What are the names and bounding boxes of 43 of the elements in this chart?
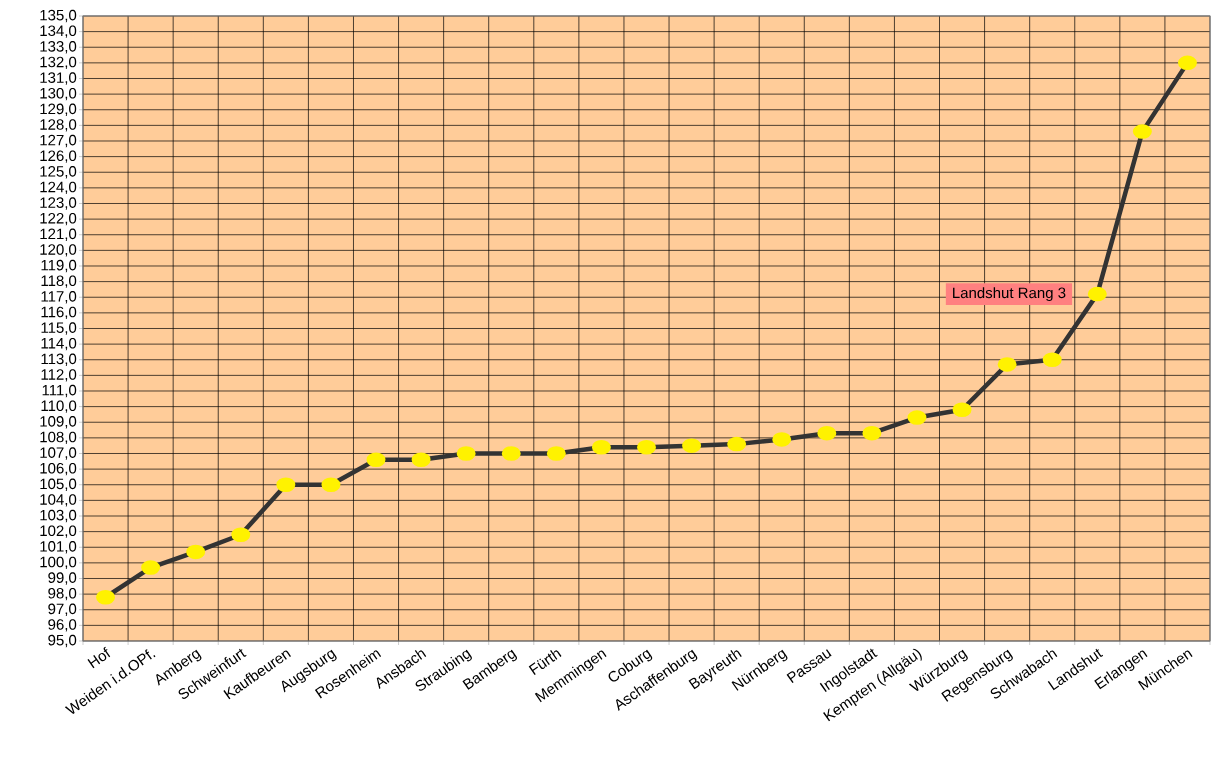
y-tick-label: 116,0 bbox=[41, 306, 77, 320]
y-tick-label: 119,0 bbox=[41, 259, 77, 273]
annotation: Landshut Rang 3 bbox=[953, 287, 1066, 302]
x-tick-label: Hof bbox=[87, 646, 111, 669]
y-tick-label: 102,0 bbox=[40, 525, 77, 538]
y-tick-label: 113,0 bbox=[41, 353, 77, 366]
y-tick-label: 95,0 bbox=[48, 634, 77, 648]
y-tick-label: 134,0 bbox=[40, 25, 77, 38]
y-tick-label: 129,0 bbox=[40, 103, 77, 116]
y-tick-label: 127,0 bbox=[40, 134, 77, 148]
y-tick-label: 108,0 bbox=[40, 431, 77, 445]
y-tick-label: 130,0 bbox=[40, 87, 77, 101]
y-tick-label: 121,0 bbox=[40, 228, 77, 241]
y-tick-label: 122,0 bbox=[40, 212, 77, 226]
y-tick-label: 114,0 bbox=[41, 337, 77, 351]
y-tick-label: 98,0 bbox=[48, 587, 77, 601]
y-tick-label: 126,0 bbox=[40, 150, 77, 163]
y-tick-label: 133,0 bbox=[40, 41, 77, 54]
y-tick-label: 106,0 bbox=[40, 462, 77, 476]
y-tick-label: 118,0 bbox=[41, 275, 77, 288]
y-tick-label: 104,0 bbox=[40, 494, 77, 507]
y-tick-label: 125,0 bbox=[40, 166, 77, 179]
y-tick-label: 131,0 bbox=[40, 72, 77, 85]
y-tick-label: 128,0 bbox=[40, 119, 77, 132]
y-tick-label: 110,0 bbox=[41, 400, 77, 413]
y-tick-label: 112,0 bbox=[41, 369, 77, 382]
y-tick-label: 115,0 bbox=[41, 322, 77, 335]
y-tick-label: 107,0 bbox=[40, 447, 77, 460]
y-tick-label: 123,0 bbox=[40, 197, 77, 210]
y-tick-label: 100,0 bbox=[40, 556, 77, 570]
y-tick-label: 105,0 bbox=[40, 478, 77, 491]
y-tick-label: 103,0 bbox=[40, 509, 77, 523]
y-tick-label: 96,0 bbox=[48, 619, 77, 632]
y-tick-label: 117,0 bbox=[41, 291, 77, 304]
y-tick-label: 120,0 bbox=[40, 244, 77, 257]
y-tick-label: 132,0 bbox=[40, 56, 77, 70]
y-tick-label: 109,0 bbox=[40, 416, 77, 429]
y-tick-label: 101,0 bbox=[40, 541, 77, 554]
y-tick-label: 111,0 bbox=[42, 384, 77, 398]
y-tick-label: 99,0 bbox=[48, 572, 77, 585]
y-tick-label: 135,0 bbox=[40, 9, 77, 23]
y-tick-label: 124,0 bbox=[40, 181, 77, 195]
y-tick-label: 97,0 bbox=[48, 603, 77, 616]
